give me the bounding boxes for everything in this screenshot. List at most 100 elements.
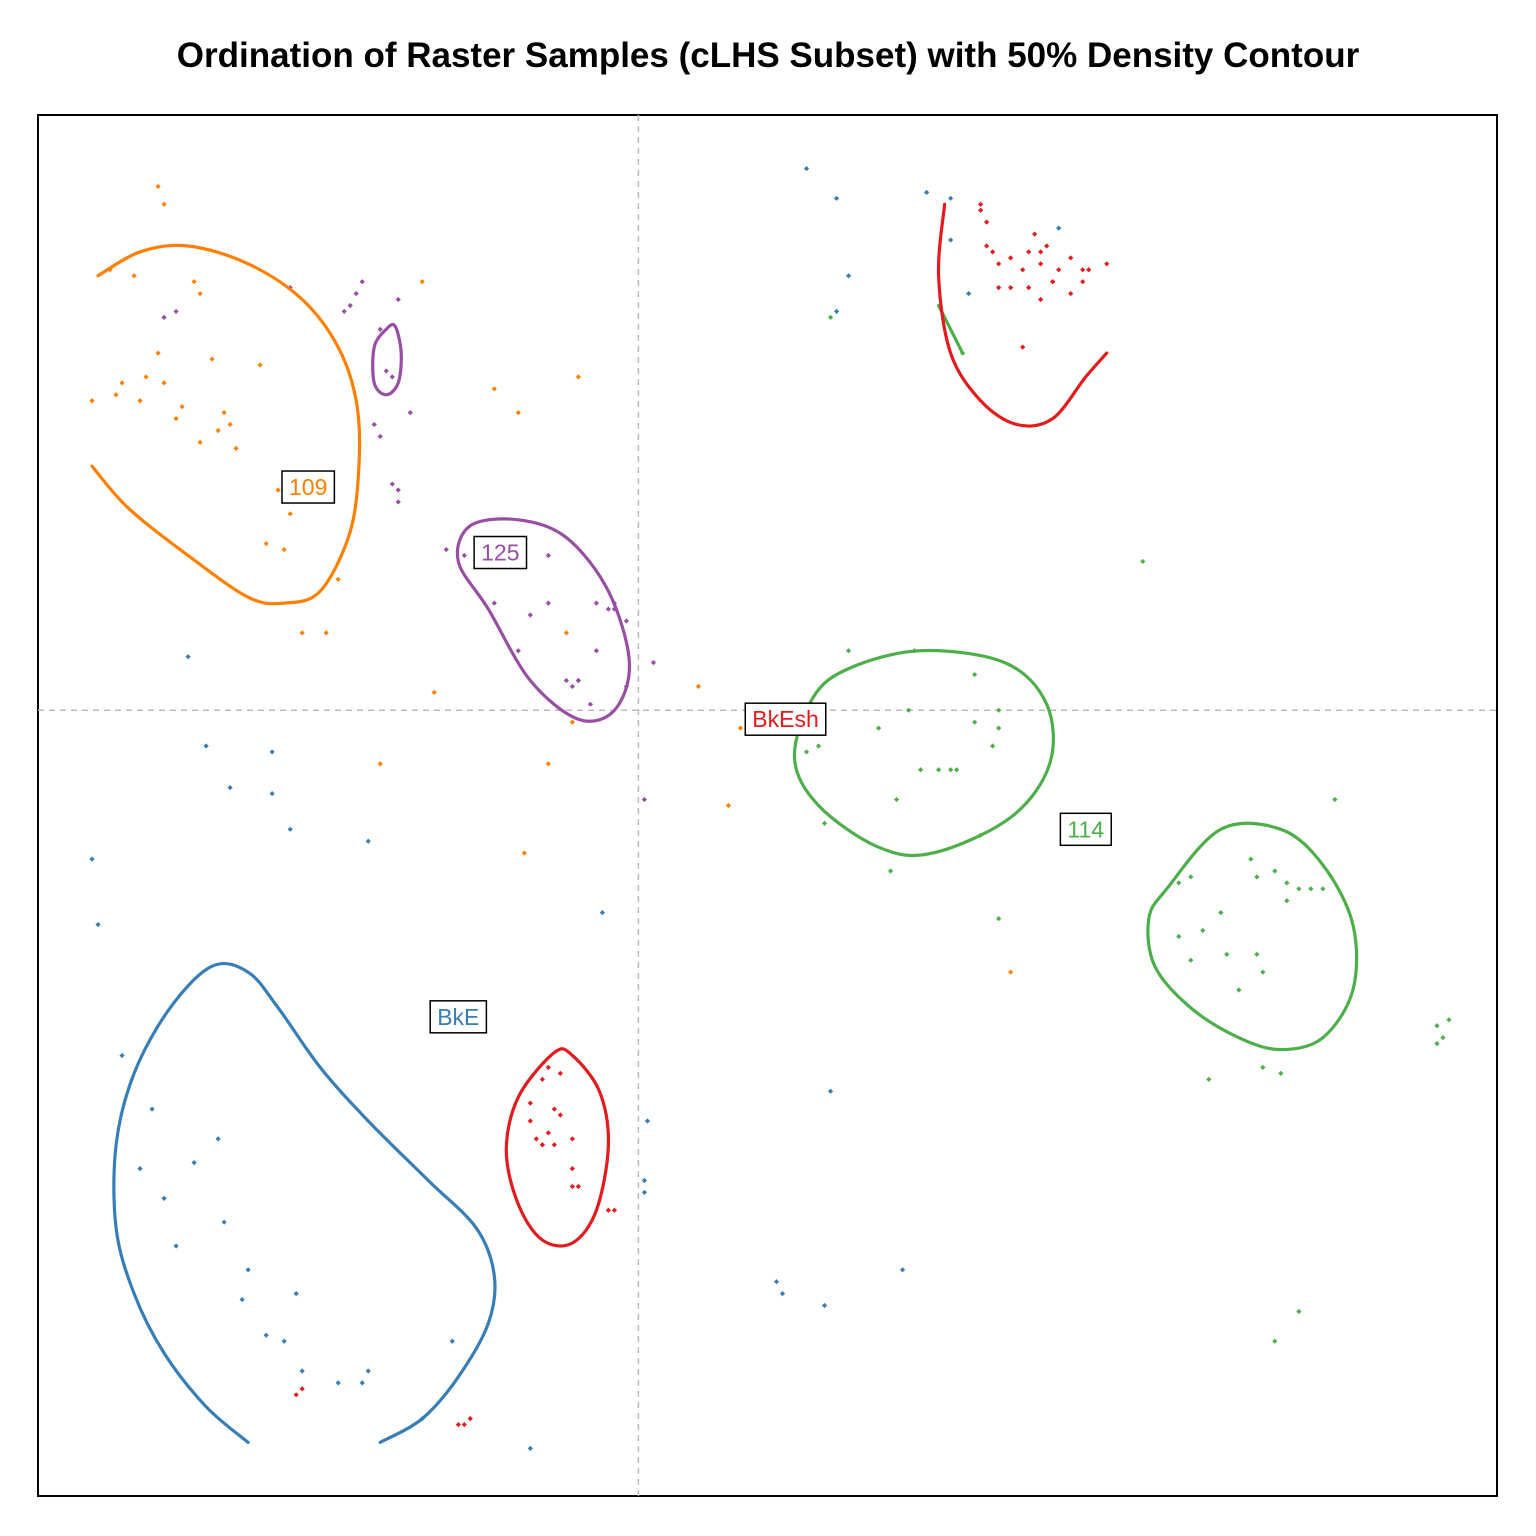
point-109 <box>113 392 119 398</box>
point-125 <box>587 701 593 707</box>
point-114 <box>827 314 834 320</box>
point-bke <box>149 1106 155 1112</box>
point-109 <box>545 761 551 767</box>
point-114 <box>893 796 900 803</box>
point-125 <box>341 308 347 315</box>
point-109 <box>431 689 437 696</box>
chart-title: Ordination of Raster Samples (cLHS Subse… <box>176 36 1360 75</box>
point-bke <box>821 1302 828 1309</box>
point-109 <box>197 290 203 297</box>
point-125 <box>395 296 401 303</box>
point-114 <box>1434 1041 1440 1047</box>
point-114 <box>1248 856 1254 862</box>
point-109 <box>515 410 521 416</box>
point-bke <box>137 1166 143 1172</box>
point-bkesh <box>569 1166 575 1172</box>
point-114 <box>948 767 954 773</box>
point-bkesh <box>527 1118 533 1124</box>
point-bkesh <box>1038 249 1044 255</box>
point-109 <box>131 273 137 279</box>
point-bkesh <box>557 1070 563 1076</box>
points-layer <box>89 165 1452 1451</box>
point-109 <box>287 511 293 517</box>
point-109 <box>161 380 167 386</box>
point-109 <box>119 380 125 386</box>
point-114 <box>996 915 1002 922</box>
point-114 <box>1224 951 1230 957</box>
density-contour-bkesh <box>504 1047 611 1248</box>
point-114 <box>1284 880 1290 886</box>
point-bke <box>803 165 810 172</box>
point-bke <box>845 273 852 279</box>
point-114 <box>875 725 882 731</box>
point-114 <box>1176 880 1182 886</box>
point-109 <box>323 630 329 636</box>
point-114 <box>1254 874 1260 880</box>
point-bke <box>89 856 95 862</box>
point-109 <box>419 279 425 285</box>
point-109 <box>575 374 581 380</box>
point-109 <box>695 683 702 690</box>
point-109 <box>209 356 215 362</box>
point-bkesh <box>978 201 984 207</box>
point-125 <box>161 314 167 320</box>
point-bkesh <box>1080 267 1086 273</box>
point-114 <box>1260 969 1266 975</box>
point-109 <box>521 850 527 856</box>
point-bkesh <box>984 219 990 225</box>
point-bkesh <box>1032 231 1038 237</box>
point-109 <box>233 445 239 451</box>
point-bkesh <box>978 207 984 213</box>
point-125 <box>641 796 648 803</box>
point-bkesh <box>1008 285 1014 291</box>
point-109 <box>299 630 305 636</box>
point-bke <box>293 1291 299 1297</box>
point-114 <box>1278 1070 1284 1076</box>
point-125 <box>605 606 611 612</box>
cluster-label-box-114 <box>1059 812 1113 847</box>
point-bkesh <box>545 1064 551 1071</box>
point-bke <box>185 654 191 660</box>
point-125 <box>371 421 377 428</box>
point-109 <box>161 201 167 207</box>
point-109 <box>725 802 732 809</box>
point-125 <box>461 552 467 559</box>
point-bkesh <box>1038 261 1044 267</box>
point-125 <box>575 677 581 684</box>
density-contour-109 <box>90 243 362 606</box>
point-109 <box>143 374 149 380</box>
cluster-label-109: 109 <box>281 470 336 504</box>
point-114 <box>936 767 942 773</box>
density-contour-bke <box>112 962 497 1444</box>
point-bkesh <box>1026 249 1032 255</box>
point-bke <box>245 1267 251 1273</box>
point-114 <box>990 743 996 749</box>
point-125 <box>383 368 389 374</box>
point-125 <box>377 433 383 440</box>
point-109 <box>173 415 179 422</box>
point-109 <box>1008 969 1014 975</box>
point-125 <box>443 546 449 553</box>
point-bke <box>779 1291 786 1297</box>
point-114 <box>1218 910 1224 916</box>
point-125 <box>491 600 497 606</box>
cluster-label-text-109: 109 <box>289 474 327 500</box>
point-bkesh <box>990 249 996 255</box>
point-bke <box>335 1380 341 1386</box>
contours-layer <box>90 202 1359 1444</box>
point-bke <box>269 790 275 797</box>
point-bke <box>449 1338 455 1344</box>
point-bkesh <box>551 1142 557 1148</box>
point-125 <box>593 600 599 606</box>
point-114 <box>918 767 924 773</box>
point-114 <box>972 719 978 725</box>
point-bkesh <box>611 1207 617 1213</box>
point-114 <box>1200 927 1206 934</box>
point-bke <box>1056 225 1062 231</box>
point-125 <box>389 374 395 380</box>
point-bkesh <box>569 1183 575 1190</box>
point-125 <box>527 612 533 618</box>
point-bke <box>203 743 209 749</box>
density-contour-125 <box>371 322 403 397</box>
point-bke <box>827 1088 834 1094</box>
